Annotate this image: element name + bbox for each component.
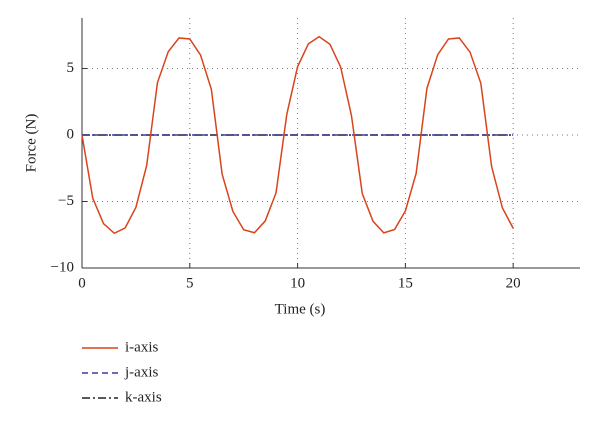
x-tick-label: 0: [78, 275, 86, 291]
legend-label: j-axis: [124, 364, 158, 380]
y-axis-label: Force (N): [23, 114, 39, 173]
x-axis-label: Time (s): [275, 301, 326, 317]
legend-label: k-axis: [125, 389, 162, 405]
x-tick-label: 5: [186, 275, 194, 291]
y-tick-label: 5: [67, 60, 75, 76]
series-line: [81, 35, 514, 235]
y-tick-label: −10: [51, 259, 74, 275]
x-tick-label: 15: [398, 275, 413, 291]
y-tick-label: −5: [58, 193, 74, 209]
x-tick-label: 10: [290, 275, 305, 291]
legend-label: i-axis: [125, 339, 158, 355]
x-tick-label: 20: [506, 275, 521, 291]
y-tick-label: 0: [67, 126, 75, 142]
